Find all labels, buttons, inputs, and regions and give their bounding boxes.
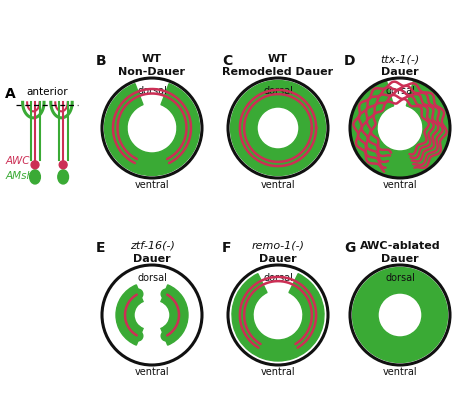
Text: ventral: ventral — [383, 180, 417, 190]
Circle shape — [161, 331, 171, 341]
Wedge shape — [104, 84, 200, 176]
Text: ventral: ventral — [135, 180, 169, 190]
Text: D: D — [344, 54, 356, 68]
Text: F: F — [222, 241, 231, 255]
Text: ventral: ventral — [383, 367, 417, 377]
Circle shape — [133, 155, 146, 168]
Text: dorsal: dorsal — [263, 86, 293, 96]
Circle shape — [402, 154, 417, 169]
Circle shape — [133, 289, 143, 299]
Wedge shape — [116, 285, 143, 345]
Ellipse shape — [58, 170, 69, 184]
Text: ztf-16(-): ztf-16(-) — [129, 241, 174, 251]
Text: dorsal: dorsal — [137, 86, 167, 96]
Text: Dauer: Dauer — [259, 254, 297, 264]
Text: A: A — [5, 87, 16, 101]
Circle shape — [59, 161, 67, 169]
Ellipse shape — [30, 170, 40, 184]
Circle shape — [158, 155, 172, 168]
Text: AMsh: AMsh — [5, 171, 33, 180]
Wedge shape — [230, 81, 326, 176]
Text: ventral: ventral — [261, 367, 295, 377]
Text: Dauer: Dauer — [381, 67, 419, 77]
Text: anterior: anterior — [27, 87, 68, 97]
Text: dorsal: dorsal — [385, 273, 415, 283]
Text: ventral: ventral — [135, 367, 169, 377]
Text: WT: WT — [142, 54, 162, 64]
Text: G: G — [344, 241, 356, 255]
Text: Dauer: Dauer — [133, 254, 171, 264]
Circle shape — [287, 340, 300, 354]
Circle shape — [31, 161, 39, 169]
Wedge shape — [232, 274, 324, 361]
Text: AWC: AWC — [5, 157, 30, 166]
Text: Non-Dauer: Non-Dauer — [118, 67, 185, 77]
Text: B: B — [96, 54, 107, 68]
Text: Dauer: Dauer — [381, 254, 419, 264]
Text: C: C — [222, 54, 232, 68]
Text: ventral: ventral — [261, 180, 295, 190]
Text: dorsal: dorsal — [385, 86, 415, 96]
Wedge shape — [352, 81, 448, 176]
Text: dorsal: dorsal — [137, 273, 167, 283]
Text: dorsal: dorsal — [263, 273, 293, 283]
Text: WT: WT — [268, 54, 288, 64]
Text: ttx-1(-): ttx-1(-) — [380, 54, 419, 64]
Circle shape — [161, 289, 171, 299]
Text: remo-1(-): remo-1(-) — [252, 241, 304, 251]
Wedge shape — [353, 268, 447, 363]
Text: Remodeled Dauer: Remodeled Dauer — [222, 67, 334, 77]
Circle shape — [383, 154, 398, 169]
Wedge shape — [161, 285, 188, 345]
Text: E: E — [96, 241, 106, 255]
Circle shape — [256, 340, 269, 354]
Circle shape — [133, 331, 143, 341]
Text: AWC-ablated: AWC-ablated — [360, 241, 440, 251]
